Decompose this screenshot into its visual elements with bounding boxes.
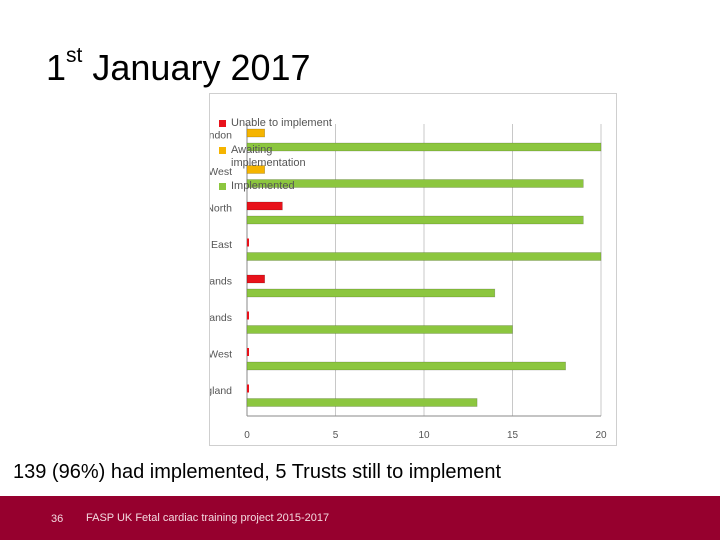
bar	[246, 361, 566, 371]
category-label: East of England	[210, 385, 232, 397]
x-tick-label: 15	[507, 430, 519, 441]
chart-panel: 0 5 10 15 20 London NorthWest North South East We…	[209, 93, 617, 446]
category-label: West Midlands	[210, 276, 232, 288]
legend-swatch	[219, 147, 226, 154]
legend-swatch	[219, 120, 226, 127]
legend: Unable to implement Awaiting implementat…	[219, 117, 359, 193]
legend-item-awaiting: Awaiting implementation	[219, 144, 359, 170]
title-number: 1	[46, 47, 67, 88]
legend-label: Unable to implement	[231, 117, 332, 129]
legend-label: Implemented	[231, 180, 295, 192]
footer-text: FASP UK Fetal cardiac training project 2…	[86, 512, 330, 524]
bar	[247, 348, 249, 356]
x-tick-label: 10	[418, 430, 430, 441]
bar-chart: 0 5 10 15 20 London NorthWest North South East We…	[210, 124, 607, 441]
bar	[246, 398, 478, 407]
bar	[247, 311, 249, 320]
x-tick-label: 20	[595, 430, 607, 441]
bar	[246, 128, 266, 138]
title-ordinal: st	[66, 44, 83, 67]
bar	[246, 142, 602, 152]
bar	[246, 252, 602, 261]
bar	[246, 201, 283, 211]
bar	[246, 165, 266, 174]
legend-item-implemented: Implemented	[219, 180, 359, 193]
category-label: North	[210, 203, 232, 215]
title-date: January 2017	[82, 47, 311, 88]
bar	[247, 238, 249, 247]
bar	[246, 288, 496, 298]
footer-bar: 36 FASP UK Fetal cardiac training projec…	[0, 496, 720, 540]
summary-text: 139 (96%) had implemented, 5 Trusts stil…	[13, 461, 501, 483]
bar	[246, 274, 266, 284]
legend-swatch	[219, 183, 226, 190]
legend-item-unable: Unable to implement	[219, 117, 359, 130]
x-tick-label: 0	[244, 430, 250, 441]
x-tick-label: 5	[333, 430, 339, 441]
category-label: South West	[210, 349, 232, 361]
category-label: NorthWest	[210, 166, 232, 178]
bar	[246, 215, 584, 225]
slide-title: 1st January 2017	[46, 44, 311, 89]
legend-label: Awaiting implementation	[231, 144, 306, 169]
bar	[247, 384, 249, 393]
category-label: London	[210, 130, 232, 142]
category-label: South East	[210, 239, 232, 251]
bar	[246, 179, 584, 188]
category-label: East Midlands	[210, 312, 232, 324]
bar	[246, 325, 513, 334]
page-number: 36	[51, 513, 64, 525]
